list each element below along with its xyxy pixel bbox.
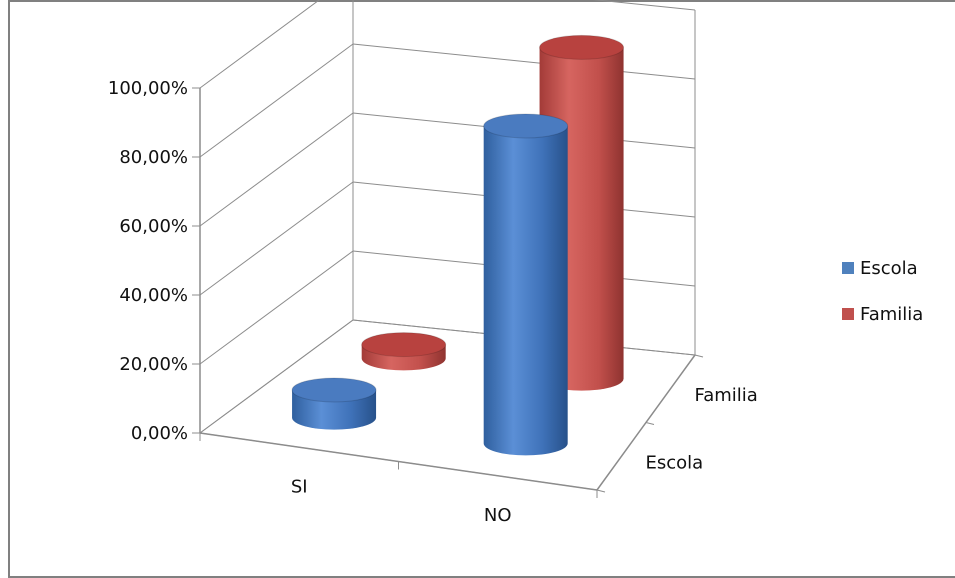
x-category-label: SI xyxy=(291,476,308,497)
y-tick-label: 60,00% xyxy=(119,216,188,237)
gridline-side xyxy=(199,319,354,434)
legend: Escola Familia xyxy=(842,256,952,348)
y-tick-label: 20,00% xyxy=(119,354,188,375)
depth-category-label: Escola xyxy=(646,452,704,473)
gridline-back xyxy=(352,43,696,80)
legend-item-familia: Familia xyxy=(842,302,952,326)
bar-body xyxy=(483,125,568,456)
y-tick-label: 0,00% xyxy=(131,423,188,444)
axis-layer xyxy=(192,0,704,498)
depth-category-label: Familia xyxy=(695,385,758,406)
legend-swatch-familia xyxy=(842,308,854,320)
legend-swatch-escola xyxy=(842,262,854,274)
gridline-side xyxy=(199,43,354,158)
legend-label-familia: Familia xyxy=(860,303,924,325)
gridline-back xyxy=(592,0,696,11)
bar-top xyxy=(361,332,447,358)
gridline-side xyxy=(199,0,320,89)
depth-tick xyxy=(596,489,606,493)
depth-tick xyxy=(645,422,655,425)
bar-escola-si xyxy=(291,377,377,430)
legend-label-escola: Escola xyxy=(860,257,918,279)
bar-familia-si xyxy=(361,332,447,371)
x-category-label: NO xyxy=(484,505,512,526)
bar-top xyxy=(483,113,569,139)
labels-layer: 0,00% 20,00% 40,00% 60,00% 80,00% 100,00% SI NO… xyxy=(108,78,758,526)
bar-escola-no xyxy=(483,113,569,456)
bar-top xyxy=(291,377,377,403)
gridline-side xyxy=(199,112,354,227)
depth-tick xyxy=(694,354,704,358)
legend-item-escola: Escola xyxy=(842,256,952,280)
y-tick-label: 40,00% xyxy=(119,285,188,306)
gridline-side xyxy=(199,250,354,365)
bars-layer xyxy=(291,34,625,456)
bar-top xyxy=(539,34,625,60)
y-tick-label: 100,00% xyxy=(108,78,188,99)
y-tick-label: 80,00% xyxy=(119,147,188,168)
gridline-side xyxy=(199,181,354,296)
